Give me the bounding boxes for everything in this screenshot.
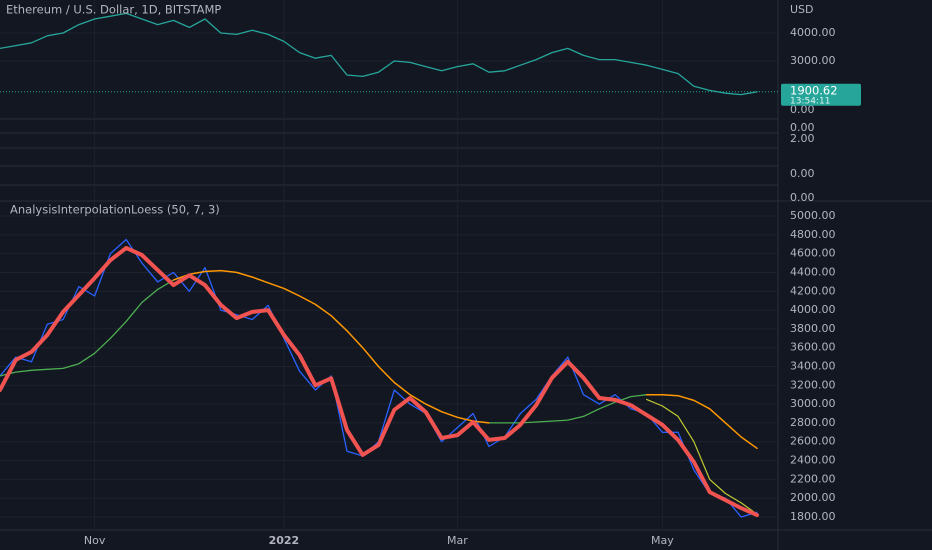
y-tick-label: 2800.00 <box>790 416 836 429</box>
mini-pane-label: 0.00 <box>790 191 815 204</box>
y-tick-label: 3800.00 <box>790 322 836 335</box>
mini-pane-label: 0.00 <box>790 167 815 180</box>
y-tick-label: 2600.00 <box>790 435 836 448</box>
x-tick-label: May <box>651 534 674 547</box>
y-tick-label: 4000.00 <box>790 303 836 316</box>
price-tag-label: 1900.62 <box>790 83 838 97</box>
y-tick-label: 2400.00 <box>790 454 836 467</box>
mini-pane-label: 2.00 <box>790 132 815 145</box>
symbol-title: Ethereum / U.S. Dollar, 1D, BITSTAMP <box>6 3 221 17</box>
countdown-label: 13:54:11 <box>790 96 830 106</box>
y-tick-label: 4600.00 <box>790 247 836 260</box>
series-line <box>0 246 759 518</box>
mini-pane-label: 0.00 <box>790 103 815 116</box>
y-tick-label: 4200.00 <box>790 284 836 297</box>
y-tick-label: 3600.00 <box>790 341 836 354</box>
mini-pane-label: 0.00 <box>790 121 815 134</box>
x-tick-label: Mar <box>447 534 468 547</box>
y-tick-label: 4000.00 <box>790 26 836 39</box>
y-tick-label: 2000.00 <box>790 491 836 504</box>
y-tick-label: 5000.00 <box>790 209 836 222</box>
y-tick-label: 4400.00 <box>790 265 836 278</box>
indicator-title: AnalysisInterpolationLoess (50, 7, 3) <box>10 203 220 217</box>
y-tick-label: 3000.00 <box>790 54 836 67</box>
x-tick-label: 2022 <box>269 534 300 547</box>
series-line <box>646 398 758 515</box>
plot-layer <box>0 0 778 530</box>
y-tick-label: 3200.00 <box>790 378 836 391</box>
series-line <box>0 12 758 96</box>
y-tick-label: 3000.00 <box>790 397 836 410</box>
currency-label: USD <box>790 3 814 16</box>
price-tag <box>781 83 861 106</box>
y-tick-label: 3400.00 <box>790 360 836 373</box>
x-tick-label: Nov <box>84 534 106 547</box>
y-tick-label: 2200.00 <box>790 472 836 485</box>
y-tick-label: 4800.00 <box>790 228 836 241</box>
series-line <box>172 269 758 450</box>
y-tick-label: 1800.00 <box>790 510 836 523</box>
